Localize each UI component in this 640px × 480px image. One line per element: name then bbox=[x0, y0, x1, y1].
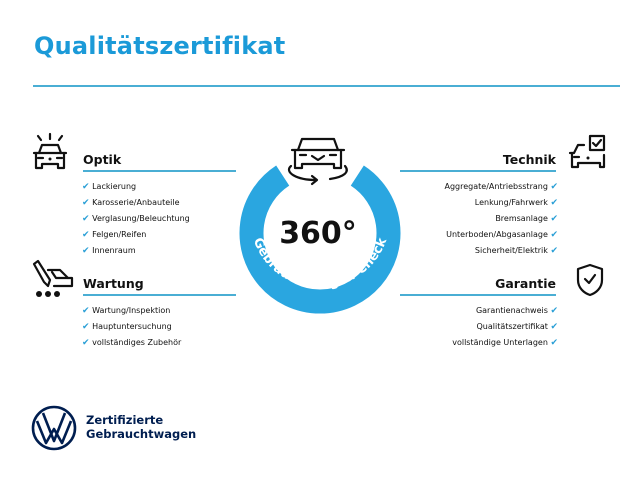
title-divider bbox=[33, 85, 620, 87]
check-icon: ✔ bbox=[82, 338, 90, 348]
check-icon: ✔ bbox=[550, 230, 558, 240]
check-icon: ✔ bbox=[550, 306, 558, 316]
check-icon: ✔ bbox=[82, 306, 90, 316]
badge-ring bbox=[239, 165, 401, 314]
list-item: ✔ Verglasung/Beleuchtung bbox=[82, 214, 190, 224]
check-icon: ✔ bbox=[82, 214, 90, 224]
list-item: ✔ Lackierung bbox=[82, 182, 137, 192]
brand-label: Zertifizierte Gebrauchtwagen bbox=[86, 413, 197, 441]
check-icon: ✔ bbox=[550, 246, 558, 256]
optik-list: ✔ Lackierung ✔ Karosserie/Anbauteile ✔ V… bbox=[82, 179, 190, 259]
check-icon: ✔ bbox=[82, 322, 90, 332]
car-service-icon bbox=[32, 259, 74, 297]
list-item: Bremsanlage ✔ bbox=[495, 214, 558, 224]
garantie-list: Garantienachweis ✔ Qualitätszertifikat ✔… bbox=[452, 303, 558, 351]
list-item: ✔ Felgen/Reifen bbox=[82, 230, 147, 240]
list-item: Qualitätszertifikat ✔ bbox=[476, 322, 559, 332]
list-item: vollständige Unterlagen ✔ bbox=[452, 338, 558, 348]
garantie-divider bbox=[400, 294, 556, 296]
technik-list: Aggregate/Antriebsstrang ✔ Lenkung/Fahrw… bbox=[445, 179, 559, 259]
check-icon: ✔ bbox=[550, 198, 558, 208]
check-icon: ✔ bbox=[550, 214, 558, 224]
vw-logo bbox=[31, 405, 77, 451]
page-title: Qualitätszertifikat bbox=[34, 32, 286, 60]
technik-divider bbox=[400, 170, 556, 172]
list-item: Unterboden/Abgasanlage ✔ bbox=[446, 230, 558, 240]
check-icon: ✔ bbox=[82, 246, 90, 256]
check-icon: ✔ bbox=[550, 182, 558, 192]
wartung-divider bbox=[83, 294, 236, 296]
car-checkbox-icon bbox=[568, 134, 606, 169]
list-item: ✔ Hauptuntersuchung bbox=[82, 322, 172, 332]
list-item: Lenkung/Fahrwerk ✔ bbox=[474, 198, 558, 208]
check-icon: ✔ bbox=[550, 338, 558, 348]
list-item: ✔ Wartung/Inspektion bbox=[82, 306, 171, 316]
list-item: ✔ vollständiges Zubehör bbox=[82, 338, 182, 348]
car-lights-icon bbox=[32, 132, 68, 170]
check-icon: ✔ bbox=[82, 198, 90, 208]
check-icon: ✔ bbox=[82, 230, 90, 240]
wartung-list: ✔ Wartung/Inspektion ✔ Hauptuntersuchung… bbox=[82, 303, 181, 351]
section-heading-optik: Optik bbox=[83, 152, 122, 167]
list-item: Garantienachweis ✔ bbox=[475, 306, 558, 316]
section-heading-technik: Technik bbox=[502, 152, 556, 167]
optik-divider bbox=[83, 170, 236, 172]
list-item: Aggregate/Antriebsstrang ✔ bbox=[444, 182, 559, 192]
check-icon: ✔ bbox=[550, 322, 558, 332]
badge-value: 360° bbox=[279, 216, 357, 251]
car-rotate-icon bbox=[288, 137, 348, 186]
list-item: ✔ Karosserie/Anbauteile bbox=[82, 198, 180, 208]
list-item: ✔ Innenraum bbox=[82, 246, 136, 256]
section-heading-wartung: Wartung bbox=[83, 276, 144, 291]
list-item: Sicherheit/Elektrik ✔ bbox=[474, 246, 558, 256]
section-heading-garantie: Garantie bbox=[495, 276, 556, 291]
shield-check-icon bbox=[576, 263, 604, 297]
check-icon: ✔ bbox=[82, 182, 90, 192]
